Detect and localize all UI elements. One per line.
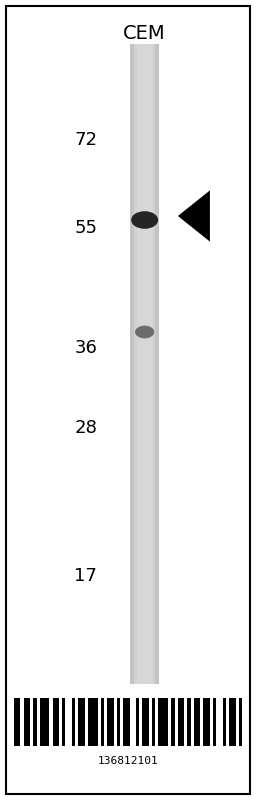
Bar xyxy=(33,698,37,746)
Bar xyxy=(52,698,59,746)
Bar xyxy=(229,698,236,746)
Bar xyxy=(78,698,85,746)
Bar xyxy=(117,698,120,746)
Text: 17: 17 xyxy=(74,567,97,585)
Bar xyxy=(72,698,75,746)
Bar xyxy=(194,698,200,746)
Bar xyxy=(158,698,168,746)
Bar xyxy=(171,698,175,746)
Text: 28: 28 xyxy=(74,419,97,437)
Text: 55: 55 xyxy=(74,219,97,237)
Text: 136812101: 136812101 xyxy=(98,756,158,766)
Bar xyxy=(178,698,184,746)
Bar xyxy=(88,698,98,746)
Bar xyxy=(24,698,30,746)
Text: 72: 72 xyxy=(74,131,97,149)
Bar xyxy=(187,698,190,746)
Text: CEM: CEM xyxy=(123,24,166,43)
Bar xyxy=(142,698,149,746)
Bar xyxy=(213,698,216,746)
Bar xyxy=(130,44,159,684)
Bar xyxy=(130,44,134,684)
Bar xyxy=(155,44,159,684)
Polygon shape xyxy=(178,190,210,242)
Ellipse shape xyxy=(135,326,154,338)
Bar xyxy=(101,698,104,746)
Bar xyxy=(223,698,226,746)
Bar xyxy=(107,698,114,746)
Bar xyxy=(136,698,139,746)
Text: 36: 36 xyxy=(74,339,97,357)
Bar xyxy=(136,44,153,684)
Ellipse shape xyxy=(131,211,158,229)
Bar xyxy=(14,698,20,746)
Bar xyxy=(239,698,242,746)
Bar xyxy=(152,698,155,746)
Bar xyxy=(40,698,49,746)
Bar xyxy=(204,698,210,746)
Bar xyxy=(123,698,130,746)
Bar xyxy=(62,698,66,746)
